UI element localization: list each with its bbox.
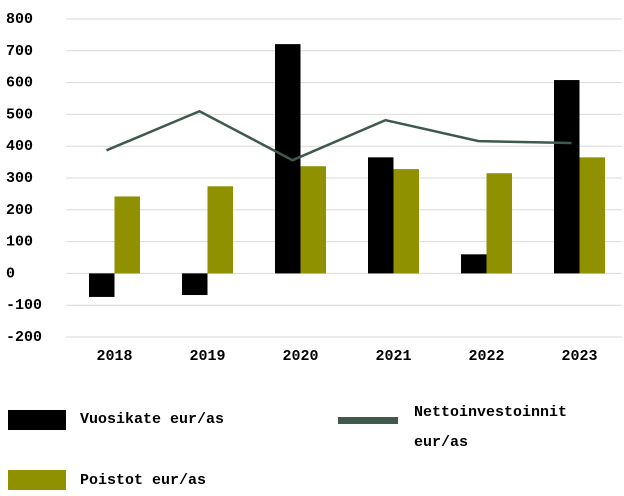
y-tick-label: 600 <box>6 75 33 92</box>
y-tick-label: 500 <box>6 106 33 123</box>
y-tick-label: -100 <box>6 297 42 314</box>
bar <box>89 273 115 297</box>
legend-label: Poistot eur/as <box>80 472 207 489</box>
y-tick-label: 0 <box>6 265 15 282</box>
bar <box>461 254 487 274</box>
legend-label: Vuosikate eur/as <box>80 411 225 428</box>
bar <box>300 166 326 274</box>
x-tick-label: 2020 <box>282 348 318 365</box>
x-tick-label: 2019 <box>189 348 225 365</box>
x-tick-label: 2018 <box>96 348 132 365</box>
y-tick-label: 300 <box>6 170 33 187</box>
bar <box>554 80 580 274</box>
chart: -200 -100 0 100 200 300 400 500 600 700 800 2018 201… <box>6 11 622 365</box>
line <box>106 109 572 162</box>
legend-swatch <box>338 417 398 424</box>
y-tick-label: 100 <box>6 234 33 251</box>
y-tick-label: 700 <box>6 43 33 60</box>
y-tick-label: 200 <box>6 202 33 219</box>
bar <box>207 186 233 274</box>
legend-swatch <box>8 410 66 430</box>
legend-swatch <box>8 470 66 490</box>
bar <box>368 157 394 274</box>
x-tick-label: 2022 <box>468 348 504 365</box>
bar <box>393 169 419 274</box>
bar <box>182 273 208 296</box>
y-tick-label: 800 <box>6 11 33 28</box>
bar <box>486 173 512 274</box>
y-tick-label: 400 <box>6 138 33 155</box>
bar <box>114 196 140 274</box>
legend-label: Nettoinvestoinnit eur/as <box>414 404 568 451</box>
x-tick-label: 2023 <box>561 348 597 365</box>
x-tick-label: 2021 <box>375 348 411 365</box>
bar <box>579 157 605 274</box>
y-tick-label: -200 <box>6 329 42 346</box>
